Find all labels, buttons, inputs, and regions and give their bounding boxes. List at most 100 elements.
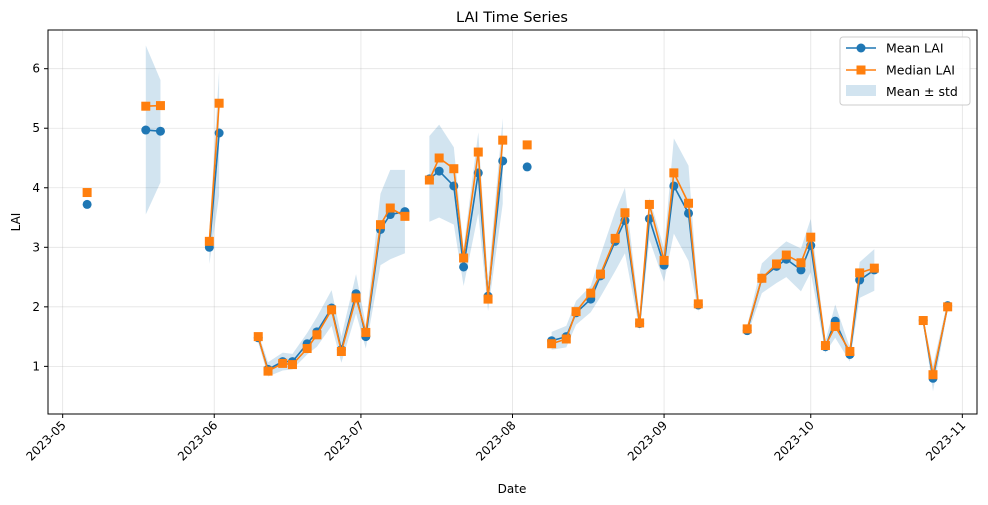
x-axis-label: Date — [498, 482, 527, 496]
median-point — [596, 269, 606, 279]
median-point — [820, 341, 830, 351]
legend: Mean LAI Median LAI Mean ± std — [839, 36, 971, 106]
median-point — [855, 268, 865, 278]
x-tick-label: 2023-08 — [473, 418, 518, 463]
median-point — [141, 101, 151, 111]
mean-point — [214, 128, 224, 138]
median-point — [806, 232, 816, 242]
median-point — [796, 258, 806, 268]
y-tick-label: 1 — [32, 359, 40, 373]
y-axis-label: LAI — [9, 213, 23, 232]
median-point — [385, 203, 395, 213]
median-point — [483, 294, 493, 304]
mean-point — [855, 275, 865, 285]
median-point — [571, 307, 581, 317]
median-point — [449, 164, 459, 174]
median-series-layer — [82, 98, 953, 380]
median-point — [757, 273, 767, 283]
grid-lines — [48, 30, 977, 414]
median-point — [459, 253, 469, 263]
median-point — [336, 346, 346, 356]
median-point — [253, 332, 263, 342]
median-point — [287, 360, 297, 370]
x-tick-label: 2023-06 — [175, 418, 220, 463]
median-point — [498, 135, 508, 145]
y-tick-label: 4 — [32, 181, 40, 195]
median-point — [214, 98, 224, 108]
x-tick-label: 2023-11 — [923, 418, 968, 463]
std-band — [429, 118, 503, 312]
median-line — [208, 103, 220, 242]
y-tick-label: 3 — [32, 240, 40, 254]
mean-point — [449, 181, 459, 191]
legend-band-label: Mean ± std — [886, 84, 958, 99]
mean-point — [82, 199, 92, 209]
median-point — [327, 305, 337, 315]
chart-title: LAI Time Series — [456, 10, 568, 26]
median-point — [742, 324, 752, 334]
median-point — [669, 168, 679, 178]
legend-median-label: Median LAI — [886, 63, 955, 78]
mean-point — [498, 156, 508, 166]
median-point — [375, 220, 385, 230]
median-point — [928, 370, 938, 380]
median-point — [610, 233, 620, 243]
median-point — [772, 259, 782, 269]
median-point — [434, 153, 444, 163]
mean-point — [141, 125, 151, 135]
median-point — [635, 318, 645, 328]
mean-point — [155, 126, 165, 136]
mean-point — [684, 208, 694, 218]
median-point — [361, 327, 371, 337]
legend-band-swatch — [846, 85, 876, 96]
median-point — [781, 250, 791, 260]
legend-box — [839, 36, 971, 106]
y-tick-label: 2 — [32, 300, 40, 314]
legend-mean-marker — [856, 43, 866, 53]
median-point — [561, 334, 571, 344]
median-point — [620, 208, 630, 218]
median-point — [547, 339, 557, 349]
legend-median-marker — [856, 65, 866, 75]
legend-mean-label: Mean LAI — [886, 41, 944, 56]
std-band — [747, 218, 875, 362]
median-point — [278, 358, 288, 368]
median-point — [943, 302, 953, 312]
x-tick-label: 2023-09 — [625, 418, 670, 463]
median-point — [400, 211, 410, 221]
mean-point — [459, 262, 469, 272]
median-point — [522, 140, 532, 150]
median-point — [302, 344, 312, 354]
median-point — [155, 101, 165, 111]
median-point — [263, 366, 273, 376]
mean-point — [669, 181, 679, 191]
median-point — [644, 199, 654, 209]
x-axis-ticks: 2023-05 2023-06 2023-07 2023-08 2023-09 2023-… — [23, 414, 968, 464]
median-point — [351, 293, 361, 303]
median-point — [659, 255, 669, 265]
y-axis-ticks: 1 2 3 4 5 6 — [32, 62, 48, 373]
std-band — [258, 169, 405, 377]
median-point — [684, 198, 694, 208]
mean-point — [434, 166, 444, 176]
median-point — [918, 316, 928, 326]
x-tick-label: 2023-07 — [322, 418, 367, 463]
median-point — [830, 321, 840, 331]
median-point — [204, 236, 214, 246]
median-point — [312, 330, 322, 340]
median-point — [845, 346, 855, 356]
x-tick-label: 2023-10 — [772, 418, 817, 463]
y-tick-label: 6 — [32, 62, 40, 76]
mean-point — [796, 265, 806, 275]
median-point — [586, 288, 596, 298]
median-point — [473, 147, 483, 157]
median-point — [424, 175, 434, 185]
median-point — [82, 188, 92, 198]
mean-point — [644, 214, 654, 224]
x-tick-label: 2023-05 — [23, 418, 68, 463]
median-point — [693, 299, 703, 309]
mean-point — [522, 162, 532, 172]
y-tick-label: 5 — [32, 121, 40, 135]
median-point — [869, 263, 879, 273]
